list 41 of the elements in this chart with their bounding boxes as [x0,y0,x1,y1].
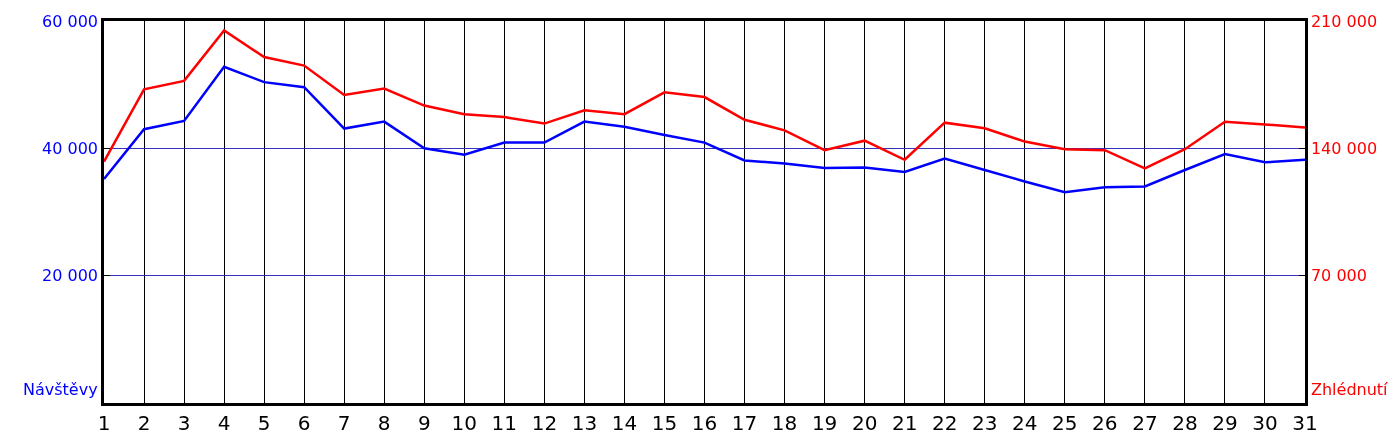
x-tick-label: 4 [217,410,231,435]
x-tick-label: 17 [731,410,758,435]
y2-tick-label: 140 000 [1310,138,1378,158]
x-tick-label: 27 [1132,410,1158,435]
x-tick-label: 9 [417,410,431,435]
x-tick-label: 10 [451,410,478,435]
x-tick-label: 13 [571,410,598,435]
x-tick-label: 12 [531,410,558,435]
x-tick-label: 8 [377,410,391,435]
x-tick-label: 5 [257,410,271,435]
x-tick-label: 20 [851,410,878,435]
x-tick-label: 11 [491,410,518,435]
y2-tick-label: 210 000 [1310,11,1378,31]
line-series [104,29,1305,170]
x-tick-label: 21 [891,410,918,435]
y-axis-title: Návštěvy [23,380,98,399]
x-tick-label: 23 [972,410,998,435]
x-tick-label: 31 [1292,410,1318,435]
x-tick-label: 7 [337,410,351,435]
line-series [104,65,1305,194]
y-tick-label: 40 000 [42,138,99,158]
x-tick-label: 30 [1252,410,1278,435]
x-tick-label: 15 [651,410,678,435]
x-tick-label: 25 [1052,410,1078,435]
x-tick-label: 18 [771,410,798,435]
y2-tick-label: 70 000 [1310,266,1367,286]
x-tick-label: 6 [297,410,311,435]
x-tick-label: 22 [931,410,958,435]
x-tick-label: 28 [1172,410,1198,435]
x-tick-label: 24 [1012,410,1038,435]
x-tick-label: 26 [1092,410,1118,435]
x-tick-label: 19 [811,410,838,435]
x-tick-label: 2 [137,410,151,435]
x-tick-label: 1 [97,410,111,435]
x-tick-label: 16 [691,410,718,435]
x-tick-label: 14 [611,410,638,435]
y-tick-label: 60 000 [42,11,99,31]
y-tick-label: 20 000 [42,266,99,286]
x-tick-label: 29 [1212,410,1238,435]
x-tick-label: 3 [177,410,191,435]
y2-axis-title: Zhlédnutí [1311,380,1389,399]
